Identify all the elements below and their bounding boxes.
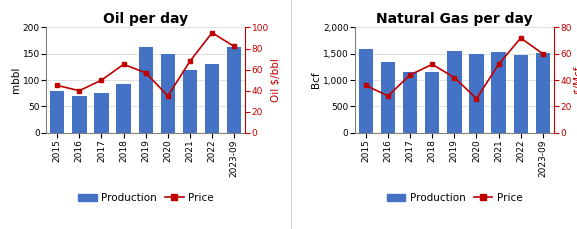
Y-axis label: Bcf: Bcf (312, 72, 321, 88)
Bar (138, 47, 153, 133)
Bar (514, 55, 528, 133)
Bar (72, 96, 87, 133)
Title: Oil per day: Oil per day (103, 12, 188, 26)
Y-axis label: Oil $/bbl: Oil $/bbl (270, 58, 280, 102)
Title: Natural Gas per day: Natural Gas per day (376, 12, 533, 26)
Bar (94, 93, 108, 133)
Bar (535, 53, 550, 133)
Legend: Production, Price: Production, Price (387, 193, 522, 203)
Bar (359, 49, 373, 133)
Bar (227, 47, 241, 133)
Legend: Production, Price: Production, Price (78, 193, 213, 203)
Bar (403, 72, 417, 133)
Bar (492, 52, 506, 133)
Bar (50, 91, 65, 133)
Bar (425, 72, 440, 133)
Y-axis label: mbbl: mbbl (12, 67, 21, 93)
Bar (183, 70, 197, 133)
Bar (469, 54, 484, 133)
Bar (381, 62, 395, 133)
Bar (447, 51, 462, 133)
Bar (117, 84, 131, 133)
Bar (205, 64, 219, 133)
Y-axis label: $/Mcf: $/Mcf (573, 66, 577, 94)
Bar (160, 54, 175, 133)
